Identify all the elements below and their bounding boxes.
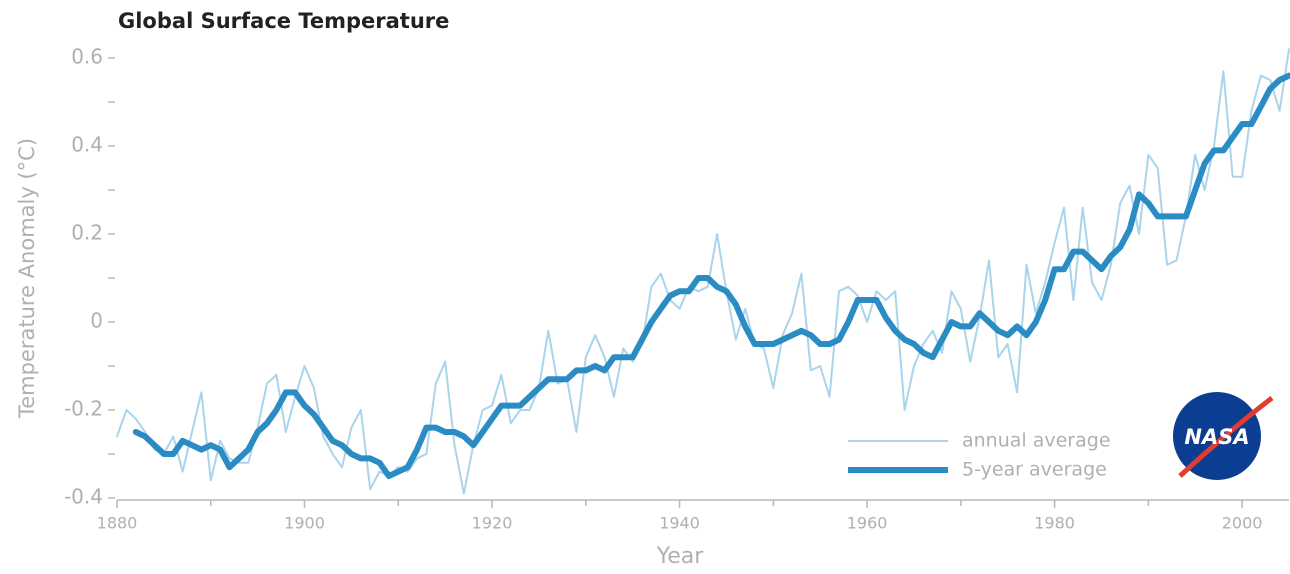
y-tick-label: 0.4	[71, 133, 103, 157]
y-tick-label: -0.2	[64, 397, 103, 421]
legend-label: annual average	[962, 430, 1111, 452]
x-tick-label: 1920	[472, 514, 513, 533]
logo-disc	[1173, 392, 1261, 480]
y-axis-label: Temperature Anomaly (°C)	[15, 138, 39, 419]
y-tick-label: 0.2	[71, 221, 103, 245]
nasa-logo: NASA	[1173, 392, 1274, 480]
series-line	[116, 48, 1290, 495]
y-tick-label: 0.6	[71, 45, 103, 69]
logo-swoosh	[1178, 396, 1274, 478]
x-tick-label: 1900	[284, 514, 325, 533]
x-axis-label: Year	[656, 544, 705, 569]
logo-text: NASA	[1184, 425, 1249, 449]
y-tick-label: -0.4	[64, 485, 103, 509]
y-tick-label: 0	[90, 309, 103, 333]
chart-title: Global Surface Temperature	[118, 9, 449, 33]
series-line	[132, 72, 1290, 479]
x-tick-label: 1880	[97, 514, 138, 533]
x-tick-label: 1960	[847, 514, 888, 533]
x-tick-label: 2000	[1222, 514, 1263, 533]
legend-label: 5-year average	[962, 459, 1107, 481]
x-tick-label: 1940	[659, 514, 700, 533]
x-tick-label: 1980	[1034, 514, 1075, 533]
